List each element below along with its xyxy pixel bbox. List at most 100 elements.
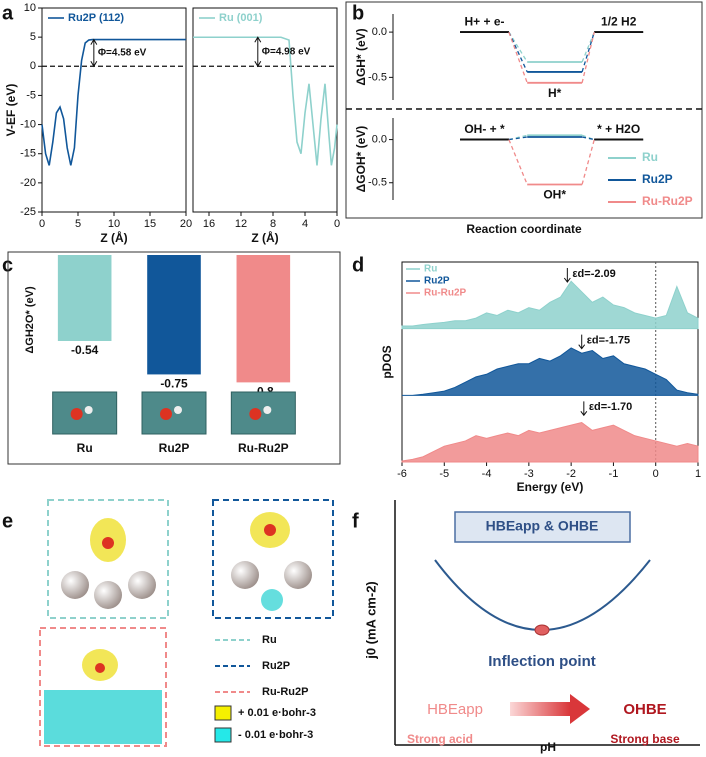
legend-label: Ru-Ru2P (262, 686, 308, 698)
label-box (454, 511, 631, 543)
x-tick-label: -5 (439, 468, 449, 480)
x-tick-label: 8 (270, 218, 276, 230)
y-tick-label: 0.0 (372, 26, 387, 38)
connector (508, 31, 528, 84)
category-label: Ru-Ru2P (238, 441, 289, 455)
value-label: -0.54 (71, 343, 99, 357)
x-tick-label: 10 (108, 218, 120, 230)
y-tick-label: -15 (20, 148, 36, 160)
x-tick-label: 0 (653, 468, 659, 480)
x-tick-label: 0 (39, 218, 45, 230)
y-tick-label: -0.5 (368, 71, 387, 83)
y-tick-label: -5 (26, 89, 36, 101)
atom (284, 561, 312, 589)
d-band-arrow (563, 268, 571, 283)
x-tick-label: -6 (397, 468, 407, 480)
category-label: Ru2P (159, 441, 190, 455)
atom (102, 537, 114, 549)
y-axis-label: pDOS (380, 345, 394, 378)
arrow-head (570, 694, 590, 724)
atom (95, 663, 105, 673)
annotation: Φ=4.58 eV (98, 48, 147, 59)
bar (236, 255, 291, 383)
annotation: εd=-2.09 (572, 268, 615, 280)
y-tick-label: 0 (30, 60, 36, 72)
model-frame (47, 499, 169, 619)
d-band-arrow (578, 334, 586, 350)
panel-label: b (352, 2, 364, 24)
structure-image (52, 391, 118, 435)
x-tick-label: 15 (144, 218, 156, 230)
dos-area (401, 421, 699, 463)
atom (61, 571, 89, 599)
legend-label: Ru (262, 634, 277, 646)
dos-area (401, 280, 699, 330)
x-tick-label: 0 (334, 218, 340, 230)
annotation: Φ=4.98 eV (262, 46, 311, 57)
state-label: * + H2O (597, 122, 640, 136)
y-axis-label: ΔGH2O* (eV) (24, 286, 36, 354)
x-axis-label: pH (540, 740, 556, 754)
atom (84, 406, 93, 414)
work-function-arrow (254, 36, 262, 68)
legend-label: Ru-Ru2P (424, 288, 467, 299)
x-tick-label: -1 (609, 468, 619, 480)
x-axis-label: Z (Å) (100, 230, 127, 245)
x-tick-label: 4 (302, 218, 308, 230)
connector (581, 139, 595, 185)
panel-label: a (2, 2, 14, 24)
legend-label: Ru2P (262, 660, 290, 672)
legend-label: Ru2P (642, 172, 673, 186)
d-band-arrow (580, 401, 588, 417)
work-function-arrow (90, 38, 98, 68)
model-frame (212, 499, 334, 619)
panel-frame (345, 1, 703, 219)
y-axis-label: ΔGOH* (eV) (354, 126, 368, 193)
panel-label: f (352, 510, 359, 532)
y-tick-label: -0.5 (368, 177, 387, 189)
connector (581, 136, 595, 141)
x-tick-label: 5 (75, 218, 81, 230)
atom (160, 408, 172, 420)
state-label: H+ + e- (464, 14, 504, 28)
connector (581, 31, 595, 63)
legend-swatch (214, 705, 232, 721)
connector (581, 31, 595, 83)
y-axis-label: ΔGH* (eV) (354, 28, 368, 85)
legend-label: Ru2P (112) (68, 12, 124, 24)
connector (508, 31, 528, 73)
structure-image (141, 391, 207, 435)
panel-e: Ru Ru2P Ru-Ru2P + 0.01 e·bohr-3 - 0.01 e… (39, 499, 334, 747)
x-axis-label: Z (Å) (251, 230, 278, 245)
y-tick-label: 5 (30, 31, 36, 43)
volcano-curve (434, 559, 651, 631)
structure-image (230, 391, 296, 435)
y-tick-label: -20 (20, 177, 36, 189)
annotation: OHBE (623, 701, 666, 718)
x-tick-label: -2 (566, 468, 576, 480)
legend-label: Ru (424, 264, 437, 275)
x-tick-label: 12 (235, 218, 247, 230)
potential-line (193, 36, 338, 166)
panel-frame (7, 251, 341, 465)
plot-frame (41, 7, 187, 213)
box-text: HBEapp & OHBE (486, 518, 599, 534)
x-tick-label: 20 (180, 218, 192, 230)
arrow-body (510, 702, 570, 716)
annotation: HBEapp (427, 701, 483, 718)
y-tick-label: 10 (24, 2, 36, 14)
state-label: H* (548, 86, 562, 100)
y-tick-label: 0.0 (372, 133, 387, 145)
plot-frame (192, 7, 338, 213)
atom (249, 408, 262, 420)
x-axis-label: Energy (eV) (517, 480, 584, 494)
annotation: εd=-1.75 (587, 335, 630, 347)
isosurface (261, 589, 283, 611)
x-caption: Strong acid (407, 732, 473, 746)
connector (508, 139, 528, 185)
atom (128, 571, 156, 599)
panel-f: HBEapp & OHBE Inflection point j0 (mA cm… (363, 500, 700, 754)
model-frame (39, 627, 167, 747)
annotation: εd=-1.70 (589, 401, 632, 413)
isosurface (44, 690, 162, 744)
